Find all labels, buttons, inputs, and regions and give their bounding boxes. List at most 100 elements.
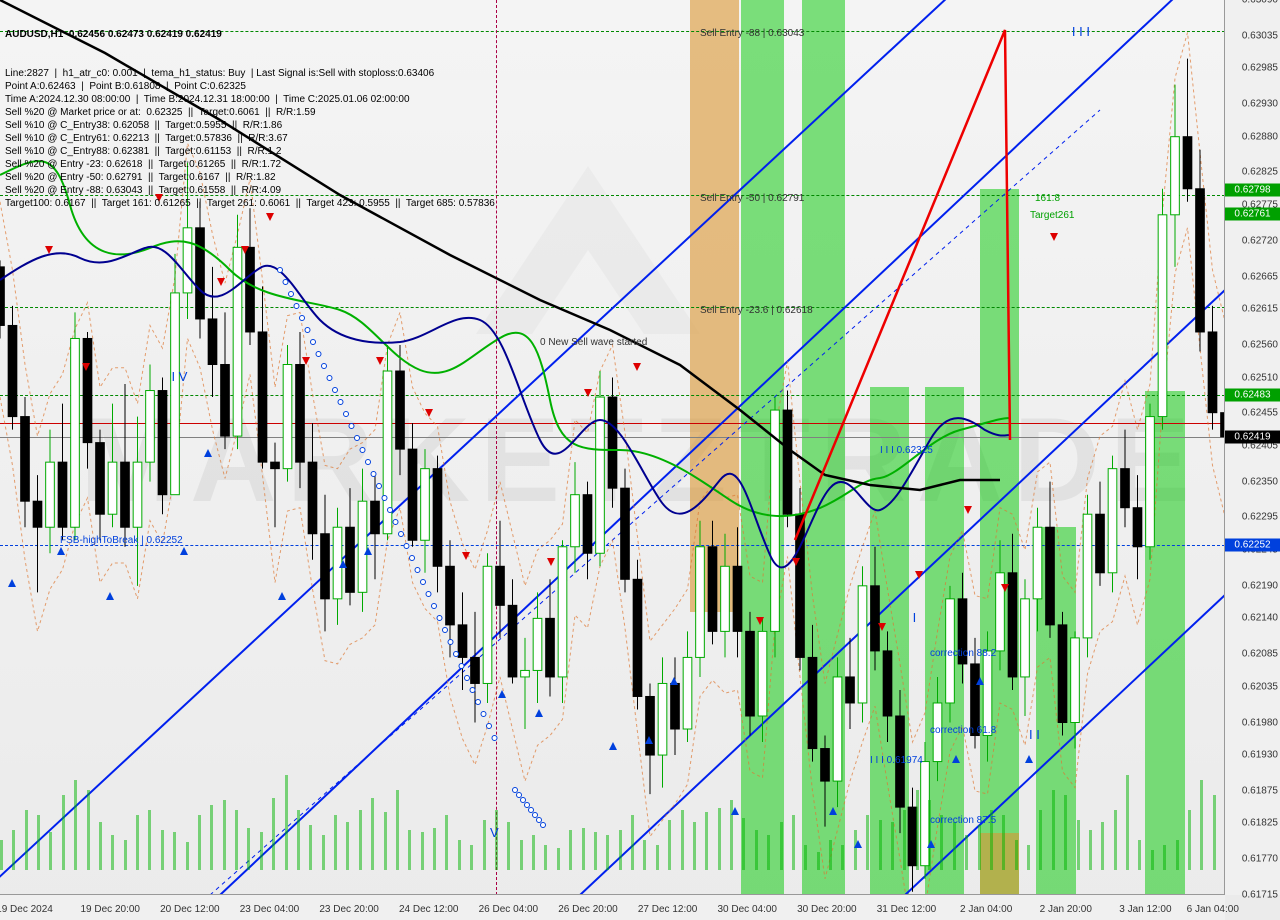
volume-bar xyxy=(668,820,671,870)
arrow-down-icon xyxy=(915,571,923,579)
volume-bar xyxy=(1089,830,1092,870)
y-tick: 0.62350 xyxy=(1242,476,1278,487)
arrow-down-icon xyxy=(547,558,555,566)
y-tick: 0.62930 xyxy=(1242,99,1278,110)
arrow-down-icon xyxy=(633,363,641,371)
arrow-up-icon xyxy=(854,840,862,848)
arrow-up-icon xyxy=(976,677,984,685)
x-tick: 19 Dec 20:00 xyxy=(81,904,141,915)
x-tick: 30 Dec 20:00 xyxy=(797,904,857,915)
x-tick: 2 Jan 04:00 xyxy=(960,904,1012,915)
x-tick: 2 Jan 20:00 xyxy=(1040,904,1092,915)
x-tick: 20 Dec 12:00 xyxy=(160,904,220,915)
arrow-down-icon xyxy=(302,357,310,365)
volume-bar xyxy=(49,832,52,870)
volume-bar xyxy=(928,800,931,870)
wave-label: I xyxy=(913,610,917,625)
y-tick: 0.62140 xyxy=(1242,613,1278,624)
volume-bar xyxy=(544,845,547,870)
volume-bar xyxy=(1064,795,1067,870)
y-axis: 0.630900.630350.629850.629300.628800.628… xyxy=(1224,0,1280,895)
volume-bar xyxy=(111,835,114,870)
arrow-up-icon xyxy=(731,807,739,815)
volume-bar xyxy=(569,830,572,870)
info-line: Sell %20 @ Entry -23: 0.62618 || Target:… xyxy=(5,158,495,171)
volume-bar xyxy=(136,815,139,870)
arrow-up-icon xyxy=(645,736,653,744)
arrow-up-icon xyxy=(278,592,286,600)
volume-bar xyxy=(792,815,795,870)
volume-bar xyxy=(260,832,263,870)
y-tick: 0.62455 xyxy=(1242,408,1278,419)
y-tick: 0.62295 xyxy=(1242,512,1278,523)
arrow-up-icon xyxy=(829,807,837,815)
y-tick: 0.61980 xyxy=(1242,717,1278,728)
volume-bar xyxy=(297,810,300,870)
arrow-down-icon xyxy=(82,363,90,371)
price-label: 0.62252 xyxy=(1225,539,1280,552)
price-label: 0.62761 xyxy=(1225,208,1280,221)
volume-bar xyxy=(866,815,869,870)
volume-bar xyxy=(916,790,919,870)
volume-bar xyxy=(705,812,708,870)
volume-bar xyxy=(817,852,820,870)
annot-sell-50: Sell Entry -50 | 0.62791 xyxy=(700,193,804,204)
arrow-down-icon xyxy=(756,617,764,625)
wave-label: I I I xyxy=(1072,24,1090,39)
arrow-up-icon xyxy=(609,742,617,750)
arrow-up-icon xyxy=(952,755,960,763)
price-label: 0.62419 xyxy=(1225,430,1280,443)
volume-bar xyxy=(606,835,609,870)
arrow-down-icon xyxy=(878,623,886,631)
y-tick: 0.62190 xyxy=(1242,580,1278,591)
x-tick: 30 Dec 04:00 xyxy=(718,904,778,915)
volume-bar xyxy=(978,825,981,870)
forex-chart[interactable]: MARKETZTRADE xyxy=(0,0,1280,920)
annot-161: 161.8 xyxy=(1035,193,1060,204)
volume-bar xyxy=(0,840,3,870)
volume-bar xyxy=(62,795,65,870)
volume-bar xyxy=(309,825,312,870)
volume-bar xyxy=(87,790,90,870)
volume-bar xyxy=(903,810,906,870)
arrow-down-icon xyxy=(425,409,433,417)
volume-bar xyxy=(780,822,783,870)
y-tick: 0.62085 xyxy=(1242,649,1278,660)
volume-bar xyxy=(507,822,510,870)
volume-bar xyxy=(1077,820,1080,870)
volume-bar xyxy=(223,800,226,870)
arrow-down-icon xyxy=(584,389,592,397)
volume-bar xyxy=(804,845,807,870)
x-tick: 26 Dec 04:00 xyxy=(479,904,539,915)
arrow-down-icon xyxy=(45,246,53,254)
arrow-up-icon xyxy=(8,579,16,587)
volume-bar xyxy=(891,822,894,870)
arrow-down-icon xyxy=(1001,584,1009,592)
annot-fsb: FSB-highToBreak | 0.62252 xyxy=(60,535,183,546)
volume-bar xyxy=(433,828,436,870)
volume-bar xyxy=(656,845,659,870)
volume-bar xyxy=(1002,815,1005,870)
y-tick: 0.62880 xyxy=(1242,131,1278,142)
volume-bar xyxy=(520,840,523,870)
volume-bar xyxy=(1188,810,1191,870)
volume-bar xyxy=(25,810,28,870)
volume-bar xyxy=(965,835,968,870)
volume-bar xyxy=(210,805,213,870)
volume-bar xyxy=(371,798,374,870)
y-tick: 0.63090 xyxy=(1242,0,1278,6)
annot-corr87: correction 87.5 xyxy=(930,815,996,826)
annot-c: I I I 0.62325 xyxy=(880,445,933,456)
volume-bar xyxy=(124,840,127,870)
arrow-up-icon xyxy=(364,547,372,555)
title-line: AUDUSD,H1 0.62456 0.62473 0.62419 0.6241… xyxy=(5,28,495,41)
y-tick: 0.62615 xyxy=(1242,304,1278,315)
volume-bar xyxy=(470,845,473,870)
info-line: Target100: 0.6167 || Target 161: 0.61265… xyxy=(5,197,495,210)
volume-bar xyxy=(445,815,448,870)
arrow-up-icon xyxy=(57,547,65,555)
info-line: Sell %10 @ C_Entry88: 0.62381 || Target:… xyxy=(5,145,495,158)
chart-info-header: AUDUSD,H1 0.62456 0.62473 0.62419 0.6241… xyxy=(5,2,495,236)
volume-bar xyxy=(495,810,498,870)
volume-bar xyxy=(396,790,399,870)
